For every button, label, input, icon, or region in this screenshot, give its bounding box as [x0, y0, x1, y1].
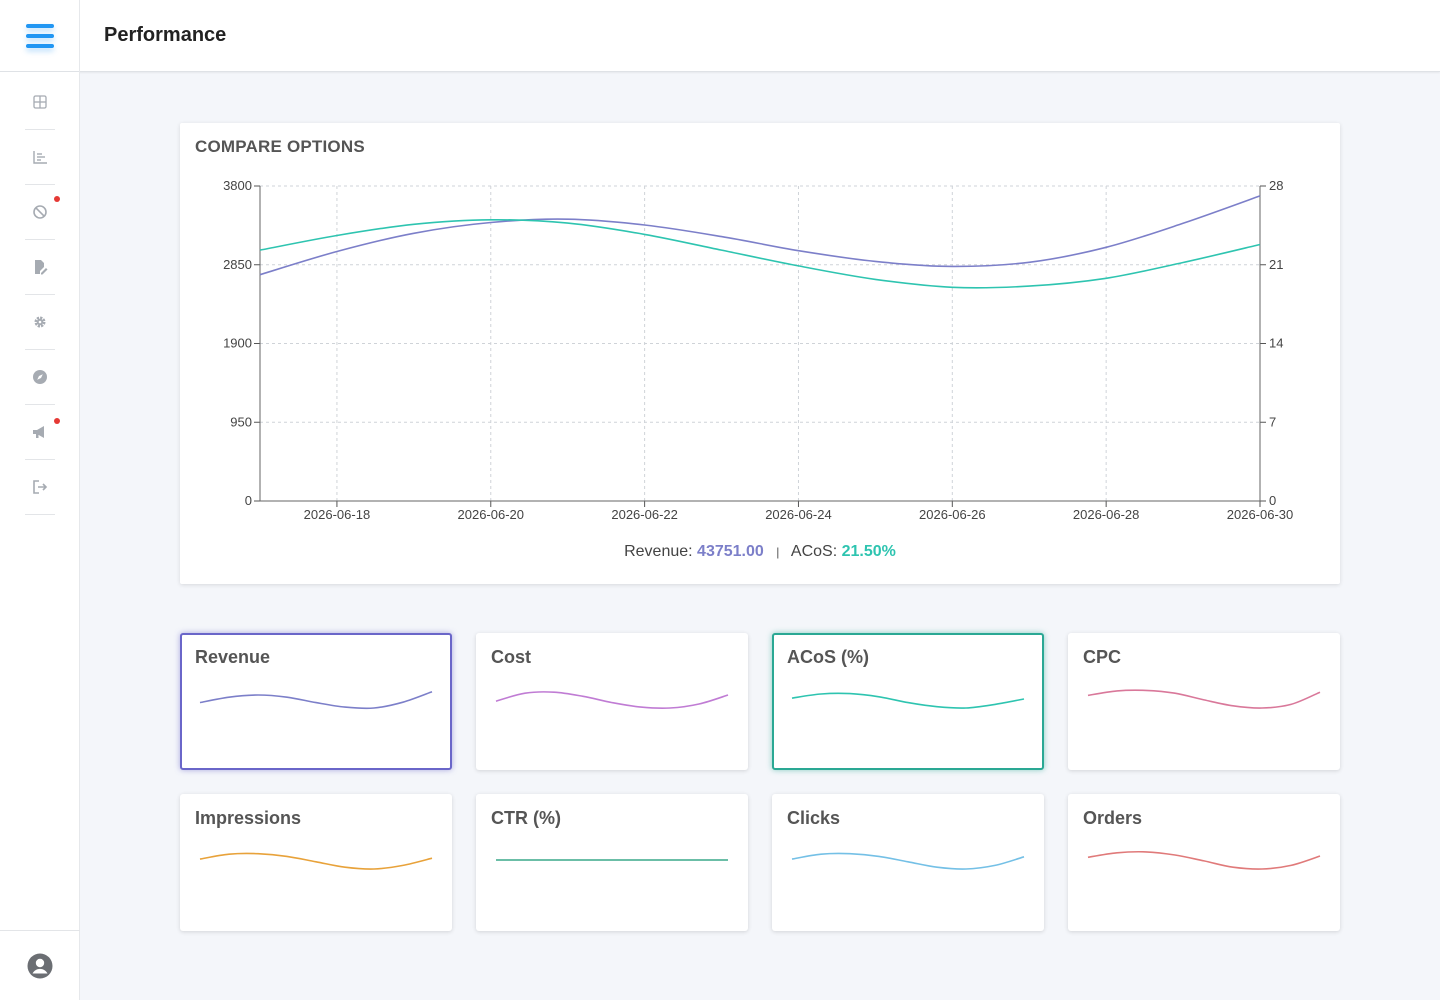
sidebar-item-explore[interactable]	[25, 350, 55, 405]
metric-sparkline	[1087, 850, 1321, 870]
y-left-tick-label: 0	[245, 493, 252, 508]
sidebar-item-campaigns[interactable]	[25, 405, 55, 460]
revenue-summary-label: Revenue:	[624, 543, 693, 560]
sidebar-item-edit[interactable]	[25, 240, 55, 295]
sidebar-item-logout[interactable]	[25, 460, 55, 515]
metric-sparkline	[495, 691, 729, 709]
hamburger-menu-icon	[25, 24, 54, 48]
compass-icon	[33, 370, 47, 384]
sparkline-path	[791, 852, 1025, 870]
compare-options-title: COMPARE OPTIONS	[195, 137, 365, 156]
top-bar: Performance	[0, 0, 1440, 72]
sparkline-path	[495, 691, 729, 709]
y-right-tick-label: 21	[1269, 257, 1283, 272]
metric-title: Cost	[491, 647, 531, 667]
y-right-tick-label: 14	[1269, 336, 1283, 351]
chart-summary: Revenue: 43751.00 | ACoS: 21.50%	[180, 543, 1340, 561]
metric-card-impressions[interactable]: Impressions	[180, 794, 452, 931]
sidebar-item-dashboard[interactable]	[25, 75, 55, 130]
metric-title: Clicks	[787, 808, 841, 828]
metric-sparkline	[199, 691, 433, 710]
series-line-revenue	[259, 195, 1261, 276]
revenue-summary-value: 43751.00	[697, 543, 764, 560]
y-left-tick-label: 2850	[223, 257, 252, 272]
gear-icon	[34, 316, 46, 328]
sparkline-path	[199, 852, 433, 870]
metric-sparkline	[1087, 689, 1321, 709]
y-left-tick-label: 1900	[223, 336, 252, 351]
x-tick-label: 2026-06-18	[304, 507, 371, 522]
sidebar	[0, 72, 80, 1000]
ban-icon	[33, 205, 47, 219]
user-avatar-icon[interactable]	[27, 953, 53, 979]
x-tick-label: 2026-06-26	[919, 507, 986, 522]
sidebar-footer	[0, 930, 80, 1000]
sidebar-item-reports[interactable]	[25, 130, 55, 185]
metric-card-acos[interactable]: ACoS (%)	[772, 633, 1044, 770]
metric-title: ACoS (%)	[787, 647, 869, 667]
metric-title: Revenue	[195, 647, 271, 667]
dashboard-grid-icon	[33, 95, 47, 109]
series-line-acos	[259, 218, 1261, 289]
edit-document-icon	[35, 260, 48, 275]
sparkline-path	[1087, 689, 1321, 709]
notification-badge	[54, 418, 60, 424]
y-left-tick-label: 950	[230, 414, 252, 429]
metric-sparkline	[199, 852, 433, 870]
sparkline-path	[1087, 850, 1321, 870]
bar-chart-icon	[33, 151, 47, 164]
summary-separator: |	[776, 545, 780, 559]
x-tick-label: 2026-06-22	[611, 507, 678, 522]
metric-sparkline	[791, 852, 1025, 870]
metric-card-clicks[interactable]: Clicks	[772, 794, 1044, 931]
compare-options-card: COMPARE OPTIONS 0 950 1900 2850 3800 0 7 14 21 28…	[180, 123, 1340, 584]
x-tick-label: 2026-06-20	[458, 507, 525, 522]
sidebar-item-settings[interactable]	[25, 295, 55, 350]
metric-card-cpc[interactable]: CPC	[1068, 633, 1340, 770]
metric-card-ctr[interactable]: CTR (%)	[476, 794, 748, 931]
y-right-tick-label: 7	[1269, 414, 1276, 429]
y-right-tick-label: 0	[1269, 493, 1276, 508]
metric-card-revenue[interactable]: Revenue	[180, 633, 452, 770]
metric-title: Impressions	[195, 808, 302, 828]
acos-summary-value: 21.50%	[841, 543, 896, 560]
y-right-tick-label: 28	[1269, 178, 1283, 193]
compare-line-chart: 0 950 1900 2850 3800 0 7 14 21 28 2026-06-18 2026-0…	[223, 178, 1294, 522]
x-tick-label: 2026-06-24	[765, 507, 832, 522]
y-left-tick-label: 3800	[223, 178, 252, 193]
x-tick-label: 2026-06-28	[1073, 507, 1140, 522]
metric-title: CPC	[1083, 647, 1122, 667]
sign-out-icon	[33, 480, 48, 494]
page-title: Performance	[104, 24, 227, 46]
metric-card-cost[interactable]: Cost	[476, 633, 748, 770]
metric-title: Orders	[1083, 808, 1143, 828]
metric-card-orders[interactable]: Orders	[1068, 794, 1340, 931]
sparkline-path	[199, 691, 433, 710]
metric-sparkline	[791, 692, 1025, 709]
sparkline-path	[791, 692, 1025, 709]
notification-badge	[54, 196, 60, 202]
metric-title: CTR (%)	[491, 808, 561, 828]
menu-toggle-button[interactable]	[0, 0, 80, 72]
megaphone-icon	[33, 426, 44, 438]
acos-summary-label: ACoS:	[790, 543, 838, 560]
metric-sparkline	[496, 859, 728, 861]
x-tick-label: 2026-06-30	[1227, 507, 1294, 522]
sidebar-item-blocked[interactable]	[25, 185, 55, 240]
